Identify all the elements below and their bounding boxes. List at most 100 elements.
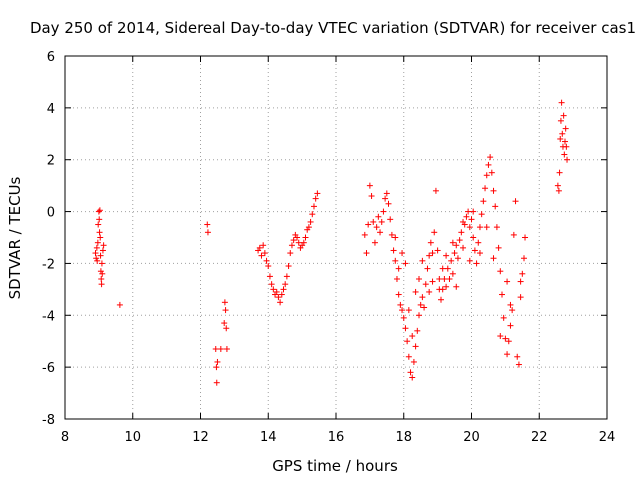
- y-tick-label: -8: [42, 413, 55, 428]
- data-point: [371, 239, 378, 246]
- data-point: [266, 273, 273, 280]
- grid: [65, 56, 607, 419]
- data-point: [285, 263, 292, 270]
- data-point: [388, 231, 395, 238]
- data-point: [521, 255, 528, 262]
- data-point: [482, 185, 489, 192]
- data-point: [222, 307, 229, 314]
- data-point: [517, 278, 524, 285]
- data-point: [417, 301, 424, 308]
- x-tick-label: 24: [599, 430, 616, 445]
- data-point: [471, 247, 478, 254]
- data-point: [275, 294, 282, 301]
- data-point: [290, 237, 297, 244]
- data-point: [505, 338, 512, 345]
- data-point: [213, 379, 220, 386]
- data-point: [383, 190, 390, 197]
- data-point: [204, 221, 211, 228]
- data-point: [483, 172, 490, 179]
- data-point: [483, 224, 490, 231]
- data-point: [302, 234, 309, 241]
- data-point: [97, 234, 104, 241]
- data-point: [438, 296, 445, 303]
- y-tick-label: 2: [47, 154, 55, 169]
- data-point: [466, 257, 473, 264]
- x-tick-label: 8: [61, 430, 69, 445]
- data-point: [478, 211, 485, 218]
- data-point: [557, 135, 564, 142]
- y-axis-label: SDTVAR / TECUs: [6, 176, 24, 299]
- data-point: [562, 125, 569, 132]
- data-point: [260, 242, 267, 249]
- data-point: [431, 229, 438, 236]
- data-point: [217, 345, 224, 352]
- data-point: [96, 229, 103, 236]
- y-tick-label: 6: [47, 50, 55, 65]
- y-tick-label: -2: [42, 257, 55, 272]
- x-axis-label: GPS time / hours: [272, 457, 398, 475]
- data-point: [439, 265, 446, 272]
- data-point: [404, 338, 411, 345]
- y-tick-label: -6: [42, 361, 55, 376]
- data-point: [263, 257, 270, 264]
- data-point: [116, 301, 123, 308]
- data-point: [223, 325, 230, 332]
- data-point: [375, 213, 382, 220]
- data-point: [497, 268, 504, 275]
- data-point: [559, 130, 566, 137]
- data-point: [412, 343, 419, 350]
- data-point: [393, 275, 400, 282]
- data-point: [288, 242, 295, 249]
- data-point: [424, 265, 431, 272]
- data-point: [287, 250, 294, 257]
- data-point: [256, 244, 263, 251]
- data-point: [488, 169, 495, 176]
- data-point: [465, 208, 472, 215]
- data-point: [365, 221, 372, 228]
- data-point: [555, 187, 562, 194]
- data-point: [400, 314, 407, 321]
- data-point: [395, 291, 402, 298]
- data-point: [460, 218, 467, 225]
- data-point: [407, 369, 414, 376]
- data-point: [98, 260, 105, 267]
- data-point: [399, 250, 406, 257]
- data-point: [426, 252, 433, 259]
- x-tick-label: 10: [124, 430, 141, 445]
- chart-title: Day 250 of 2014, Sidereal Day-to-day VTE…: [30, 19, 636, 37]
- data-point: [451, 250, 458, 257]
- x-tick-label: 12: [192, 430, 209, 445]
- data-point: [261, 250, 268, 257]
- data-point: [432, 187, 439, 194]
- data-point: [470, 208, 477, 215]
- data-point: [473, 260, 480, 267]
- data-point: [99, 270, 106, 277]
- data-point: [392, 257, 399, 264]
- data-point: [278, 291, 285, 298]
- data-point: [277, 299, 284, 306]
- data-point: [98, 275, 105, 282]
- data-point: [454, 255, 461, 262]
- data-point: [402, 260, 409, 267]
- y-tick-label: 0: [47, 206, 55, 221]
- data-point: [468, 216, 475, 223]
- data-point: [463, 213, 470, 220]
- data-point: [419, 257, 426, 264]
- data-point: [212, 345, 219, 352]
- data-point: [557, 117, 564, 124]
- data-point: [453, 283, 460, 290]
- data-point: [363, 250, 370, 257]
- data-point: [443, 252, 450, 259]
- x-tick-label: 22: [531, 430, 548, 445]
- data-point: [387, 216, 394, 223]
- data-point: [99, 247, 106, 254]
- data-point: [522, 234, 529, 241]
- data-point: [100, 242, 107, 249]
- data-point: [460, 244, 467, 251]
- data-point: [510, 231, 517, 238]
- data-point: [378, 218, 385, 225]
- data-point: [412, 288, 419, 295]
- data-point: [507, 301, 514, 308]
